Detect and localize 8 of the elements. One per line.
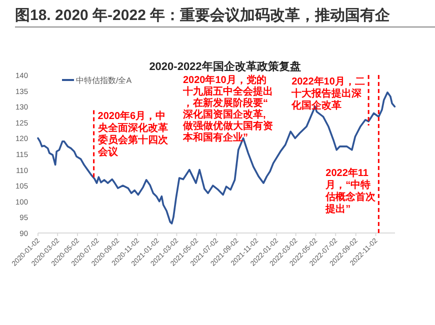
- ref-line-label: 2020年6月，中央全面深化改革委员会第十四次会议: [96, 110, 169, 158]
- annotation: 2020年10月，党的十九届五中全会提出，在新发展阶段要“深化国资国企改革,做强做优做大国有资本和国有企业”: [183, 75, 273, 144]
- legend-label: 中特估指数/全A: [76, 76, 132, 85]
- chart-subtitle: 2020-2022年国企改革政策复盘: [149, 60, 301, 73]
- ref-line-label: 2022年11月，“中特估概念首次提出”: [324, 167, 377, 216]
- ref-line-label: 2022年10月，二十大报告提出深化国企改革: [290, 75, 365, 112]
- title: 图18. 2020 年-2022 年：重要会议加码改革，推动国有企: [15, 7, 390, 24]
- legend: 中特估指数/全A: [62, 76, 132, 85]
